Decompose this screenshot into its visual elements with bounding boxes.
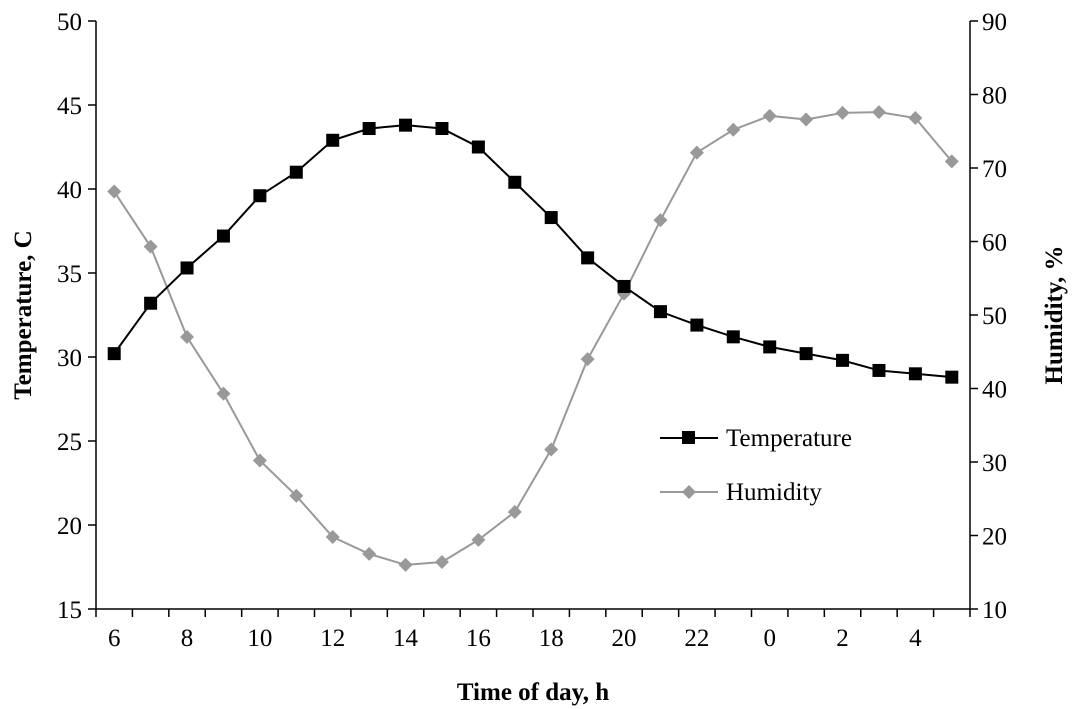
temperature-point bbox=[216, 229, 230, 243]
temperature-point bbox=[799, 347, 813, 361]
temperature-point bbox=[653, 305, 667, 319]
temperature-point bbox=[872, 363, 886, 377]
right-y-tick-label: 90 bbox=[982, 9, 1007, 36]
humidity-point bbox=[799, 112, 814, 127]
right-y-tick-label: 60 bbox=[982, 230, 1007, 257]
temperature-point bbox=[471, 140, 485, 154]
x-tick-label: 20 bbox=[612, 625, 637, 652]
humidity-point bbox=[325, 529, 340, 544]
humidity-point bbox=[835, 105, 850, 120]
humidity-point bbox=[216, 386, 231, 401]
series-humidity bbox=[107, 105, 959, 572]
humidity-point bbox=[107, 184, 122, 199]
humidity-point bbox=[507, 504, 522, 519]
left-y-axis-ticks: 15 20 25 30 35 40 45 50 bbox=[57, 9, 96, 624]
right-y-tick-label: 80 bbox=[982, 83, 1007, 110]
left-y-tick-label: 20 bbox=[57, 513, 82, 540]
humidity-point bbox=[180, 330, 195, 345]
humidity-point bbox=[544, 442, 559, 457]
temperature-point bbox=[945, 370, 959, 384]
left-y-tick-label: 35 bbox=[57, 261, 82, 288]
temperature-point bbox=[289, 165, 303, 179]
x-tick-label: 16 bbox=[466, 625, 491, 652]
right-y-tick-label: 40 bbox=[982, 377, 1007, 404]
left-y-tick-label: 30 bbox=[57, 345, 82, 372]
left-y-tick-label: 40 bbox=[57, 177, 82, 204]
legend: Temperature Humidity bbox=[660, 425, 852, 506]
legend-temperature-marker bbox=[682, 431, 695, 444]
humidity-point bbox=[726, 122, 741, 137]
x-tick-label: 8 bbox=[181, 625, 194, 652]
right-y-tick-label: 50 bbox=[982, 303, 1007, 330]
legend-item-temperature: Temperature bbox=[660, 425, 852, 452]
left-y-tick-label: 45 bbox=[57, 93, 82, 120]
temperature-point bbox=[908, 367, 922, 381]
x-tick-label: 22 bbox=[684, 625, 709, 652]
series-temperature bbox=[107, 118, 959, 384]
legend-temperature-label: Temperature bbox=[726, 425, 852, 452]
right-y-axis-title: Humidity, % bbox=[1041, 246, 1068, 385]
x-tick-label: 12 bbox=[320, 625, 345, 652]
humidity-point bbox=[762, 108, 777, 123]
humidity-point bbox=[143, 239, 158, 254]
humidity-point bbox=[362, 546, 377, 561]
humidity-line bbox=[113, 111, 953, 566]
right-y-tick-label: 10 bbox=[982, 597, 1007, 624]
temperature-point bbox=[836, 353, 850, 367]
temperature-point bbox=[544, 211, 558, 225]
humidity-point bbox=[289, 488, 304, 503]
temperature-point bbox=[435, 122, 449, 136]
legend-humidity-marker bbox=[682, 485, 696, 499]
right-y-tick-label: 70 bbox=[982, 156, 1007, 183]
temperature-point bbox=[508, 175, 522, 189]
humidity-point bbox=[908, 111, 923, 126]
humidity-point bbox=[252, 453, 267, 468]
x-tick-label: 18 bbox=[539, 625, 564, 652]
left-y-tick-label: 15 bbox=[57, 597, 82, 624]
temperature-point bbox=[362, 122, 376, 136]
plot-area bbox=[95, 21, 971, 610]
x-tick-label: 6 bbox=[108, 625, 121, 652]
temperature-point bbox=[399, 118, 413, 132]
right-y-axis-ticks: 10 20 30 40 50 60 70 80 90 bbox=[970, 9, 1007, 624]
humidity-point bbox=[471, 532, 486, 547]
left-y-tick-label: 50 bbox=[57, 9, 82, 36]
temperature-point bbox=[763, 340, 777, 354]
temperature-point bbox=[581, 251, 595, 265]
humidity-point bbox=[689, 145, 704, 160]
temperature-point bbox=[144, 296, 158, 310]
left-y-tick-label: 25 bbox=[57, 429, 82, 456]
x-tick-label: 14 bbox=[393, 625, 419, 652]
legend-humidity-label: Humidity bbox=[726, 479, 822, 506]
x-axis-title: Time of day, h bbox=[457, 679, 609, 706]
right-y-tick-label: 20 bbox=[982, 524, 1007, 551]
x-axis-ticks: 6 8 10 12 14 16 18 20 22 0 2 4 bbox=[95, 609, 971, 652]
temperature-point bbox=[107, 347, 121, 361]
humidity-point bbox=[871, 105, 886, 120]
x-tick-label: 0 bbox=[763, 625, 776, 652]
temperature-point bbox=[326, 133, 340, 147]
legend-item-humidity: Humidity bbox=[660, 479, 822, 506]
humidity-point bbox=[653, 213, 668, 228]
temperature-point bbox=[726, 330, 740, 344]
x-tick-label: 10 bbox=[247, 625, 272, 652]
temperature-point bbox=[180, 261, 194, 275]
temperature-point bbox=[690, 318, 704, 332]
humidity-point bbox=[580, 352, 595, 367]
temperature-point bbox=[253, 189, 267, 203]
x-tick-label: 4 bbox=[909, 625, 922, 652]
temperature-line bbox=[113, 124, 952, 379]
humidity-point bbox=[434, 554, 449, 569]
x-tick-label: 2 bbox=[836, 625, 849, 652]
series-layer bbox=[107, 105, 959, 572]
left-y-axis-title: Temperature, C bbox=[10, 230, 37, 399]
humidity-point bbox=[398, 557, 413, 572]
humidity-point bbox=[944, 154, 959, 169]
right-y-tick-label: 30 bbox=[982, 450, 1007, 477]
temperature-point bbox=[617, 279, 631, 293]
